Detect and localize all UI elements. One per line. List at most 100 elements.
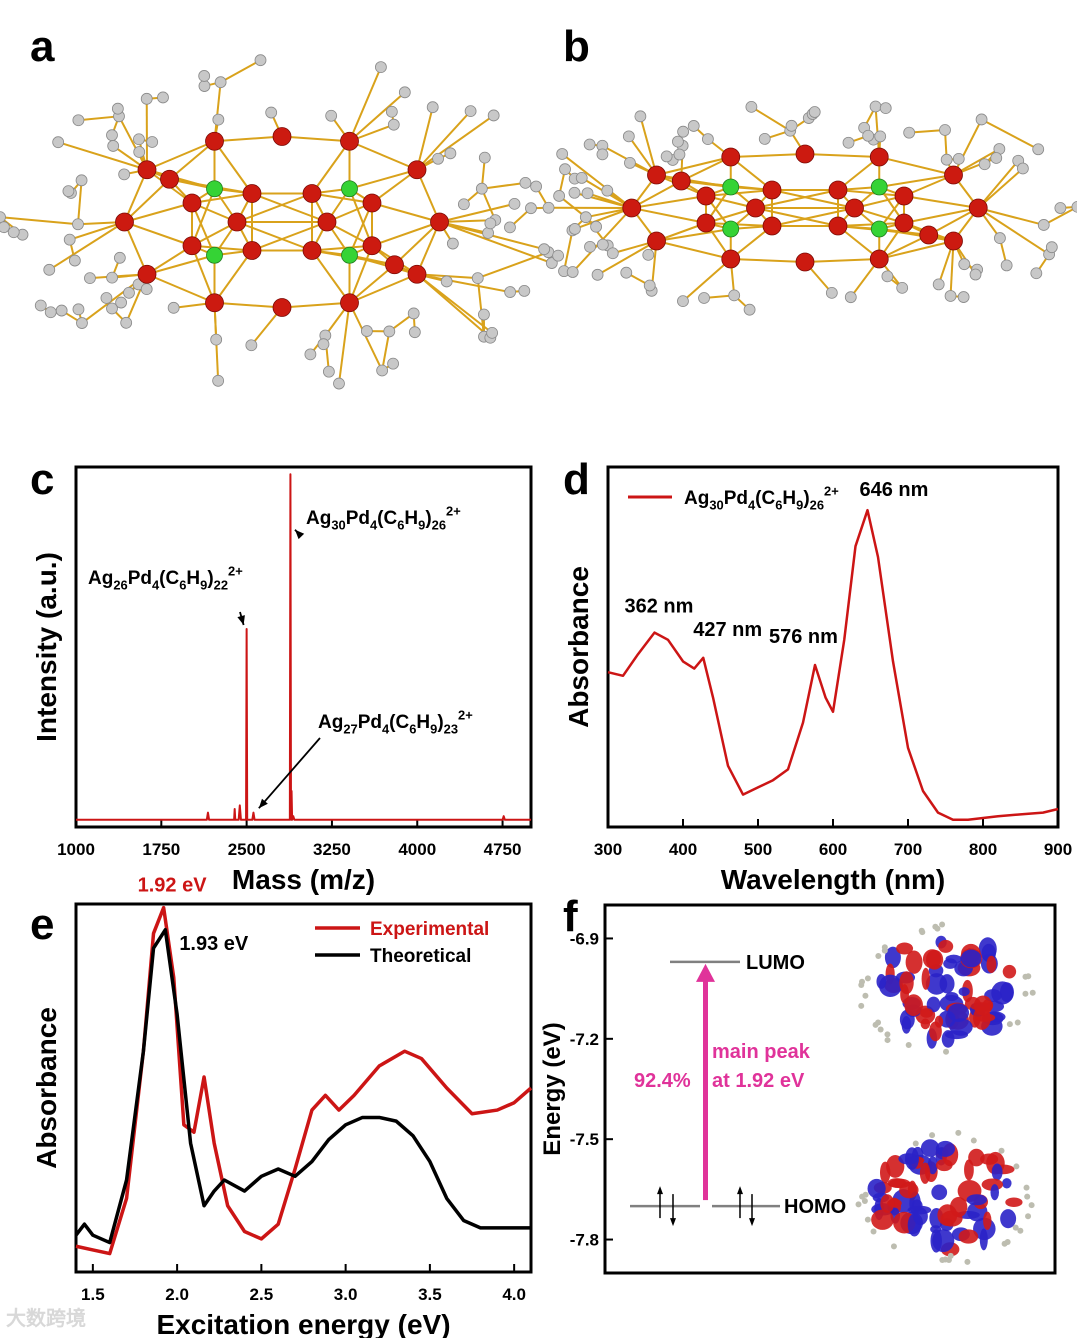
orbital-lobe: [898, 1153, 919, 1165]
ligand-atom: [890, 1243, 897, 1250]
metal-bond: [349, 273, 418, 304]
carbon-atom: [198, 80, 211, 92]
carbon-atom: [622, 130, 635, 143]
metal-bond: [656, 228, 731, 242]
carbon-atom: [426, 101, 439, 114]
metal-bond: [804, 153, 880, 158]
silver-atom: [721, 147, 741, 167]
orbital-lobe: [1002, 1178, 1012, 1189]
carbon-atom: [1000, 259, 1013, 272]
ligand-atom: [875, 1019, 882, 1026]
metal-bond: [191, 245, 216, 304]
ligand-atom: [934, 925, 941, 932]
ligand-atom: [1025, 1213, 1032, 1220]
metal-bond: [123, 178, 171, 223]
carbon-atom: [990, 152, 1003, 164]
carbon-atom: [72, 303, 85, 316]
palladium-atom: [870, 178, 888, 196]
y-tick-label: -7.5: [570, 1130, 599, 1149]
silver-atom: [227, 212, 247, 232]
arrow-head: [258, 798, 268, 809]
metal-bond: [123, 221, 148, 275]
carbon-atom: [484, 217, 497, 230]
metal-bond: [146, 254, 215, 276]
carbon-atom: [825, 286, 838, 299]
carbon-atom: [596, 148, 609, 161]
ligand-bond: [439, 202, 515, 223]
ligand-bond: [348, 91, 406, 142]
ligand-atom: [1013, 1163, 1020, 1170]
y-axis-title: Energy (eV): [539, 1022, 566, 1155]
arrow-head: [294, 529, 305, 540]
ligand-atom: [905, 1042, 912, 1049]
carbon-atom: [43, 263, 56, 276]
carbon-atom: [542, 201, 555, 214]
transition-percent: 92.4%: [634, 1070, 691, 1092]
ligand-atom: [862, 992, 869, 999]
orbital-lobe: [958, 1229, 979, 1244]
carbon-atom: [1016, 162, 1029, 175]
orbital-lobe: [901, 1016, 912, 1034]
carbon-atom: [596, 238, 609, 251]
orbital-lobe: [966, 1194, 988, 1206]
palladium-atom: [870, 220, 888, 238]
carbon-atom: [932, 278, 945, 291]
plot-frame: [603, 903, 1057, 1275]
carbon-atom: [407, 307, 420, 320]
carbon-atom: [55, 304, 68, 317]
orbital-lobe: [938, 939, 954, 953]
orbital-lobe: [927, 1156, 938, 1175]
metal-bond: [214, 301, 283, 309]
carbon-atom: [579, 211, 592, 224]
carbon-atom: [376, 364, 389, 377]
peak-label: 362 nm: [625, 596, 694, 618]
carbon-atom: [167, 301, 180, 314]
carbon-atom: [862, 129, 875, 142]
transition-label-line2: at 1.92 eV: [712, 1070, 805, 1092]
ligand-bond: [220, 59, 261, 84]
carbon-atom: [869, 100, 882, 113]
ligand-atom: [912, 1140, 919, 1147]
silver-atom: [696, 186, 716, 206]
orbital-lobe: [949, 1196, 968, 1218]
silver-atom: [430, 212, 449, 232]
ligand-atom: [1006, 1021, 1013, 1028]
metal-bond: [755, 189, 839, 209]
orbital-lobe: [986, 955, 997, 974]
orbital-lobe: [913, 1207, 928, 1226]
carbon-atom: [212, 374, 225, 387]
annotation-arrow: [258, 737, 321, 809]
ligand-atom: [964, 1258, 971, 1265]
spin-down-head: [670, 1218, 676, 1227]
carbon-atom: [673, 148, 686, 161]
orbital-lobe: [887, 1178, 907, 1188]
metal-bond: [631, 207, 707, 224]
series-line-0: [607, 508, 1059, 822]
ligand-bond: [416, 273, 511, 294]
carbon-atom: [1032, 143, 1045, 156]
metal-bond: [371, 221, 440, 247]
silver-atom: [647, 231, 666, 251]
y-tick-label: -7.2: [570, 1030, 599, 1049]
metal-bond: [124, 202, 193, 223]
ligand-bond: [977, 207, 1045, 226]
silver-atom: [828, 180, 848, 200]
carbon-atom: [842, 136, 855, 149]
carbon-atom: [106, 271, 118, 284]
x-tick-label: 4750: [484, 840, 522, 859]
x-tick-label: 2500: [228, 840, 266, 859]
carbon-atom: [939, 124, 951, 136]
silver-atom: [795, 252, 815, 272]
carbon-atom: [556, 148, 569, 160]
y-axis-title: Absorbance: [563, 566, 594, 728]
orbital-lobe: [980, 1153, 999, 1165]
x-tick-label: 3.5: [418, 1285, 442, 1304]
carbon-atom: [1037, 219, 1050, 231]
metal-bond: [123, 169, 148, 223]
carbon-atom: [785, 119, 798, 132]
orbital-lobe: [945, 991, 959, 1002]
carbon-atom: [333, 377, 345, 390]
carbon-atom: [408, 326, 421, 339]
carbon-atom: [1030, 267, 1043, 280]
metal-bond: [348, 188, 373, 247]
